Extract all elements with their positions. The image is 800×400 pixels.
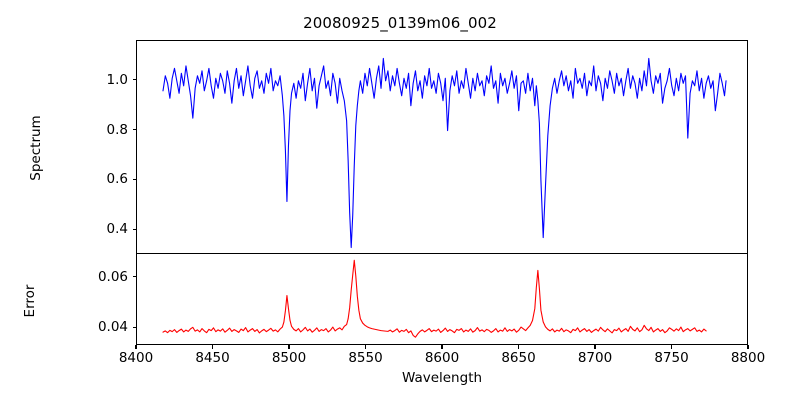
x-tick-mark bbox=[211, 345, 214, 349]
x-tick-label: 8600 bbox=[424, 350, 460, 366]
y-tick-label-error: 0.06 bbox=[97, 268, 128, 285]
y-tick-label-spectrum: 0.8 bbox=[106, 121, 128, 138]
y-tick-label-spectrum: 0.4 bbox=[106, 221, 128, 238]
y-tick-label-spectrum: 0.6 bbox=[106, 171, 128, 188]
x-tick-label: 8800 bbox=[730, 350, 766, 366]
x-axis-label: Wavelength bbox=[401, 370, 483, 386]
x-tick-mark bbox=[364, 345, 367, 349]
x-tick-mark bbox=[670, 345, 673, 349]
x-tick-mark bbox=[441, 345, 443, 349]
x-tick-label: 8500 bbox=[271, 350, 307, 366]
y-tick-mark-spectrum bbox=[132, 178, 136, 180]
figure-title: 20080925_0139m06_002 bbox=[303, 14, 497, 32]
error-plot-area bbox=[136, 253, 748, 345]
x-tick-mark bbox=[594, 345, 596, 349]
y-tick-label-spectrum: 1.0 bbox=[106, 71, 128, 88]
y-tick-mark-spectrum bbox=[132, 129, 136, 131]
spectrum-line-series bbox=[162, 57, 727, 249]
spectrum-plot-area bbox=[136, 40, 748, 254]
x-tick-label: 8650 bbox=[501, 350, 536, 366]
y-tick-mark-spectrum bbox=[132, 228, 136, 230]
y-tick-mark-error bbox=[132, 326, 136, 328]
y-tick-label-error: 0.04 bbox=[97, 319, 128, 336]
x-tick-label: 8550 bbox=[348, 350, 383, 366]
x-tick-mark bbox=[747, 345, 749, 349]
x-tick-mark bbox=[135, 345, 137, 349]
x-tick-label: 8400 bbox=[118, 350, 154, 366]
error-line-series bbox=[162, 259, 707, 338]
x-tick-mark bbox=[288, 345, 290, 349]
x-tick-label: 8750 bbox=[654, 350, 689, 366]
x-tick-label: 8450 bbox=[195, 350, 230, 366]
y-tick-mark-error bbox=[132, 276, 136, 278]
x-tick-label: 8700 bbox=[577, 350, 613, 366]
x-tick-mark bbox=[517, 345, 520, 349]
y-axis-label-spectrum: Spectrum bbox=[28, 115, 44, 181]
y-axis-label-error: Error bbox=[22, 284, 38, 318]
y-tick-mark-spectrum bbox=[132, 79, 136, 81]
